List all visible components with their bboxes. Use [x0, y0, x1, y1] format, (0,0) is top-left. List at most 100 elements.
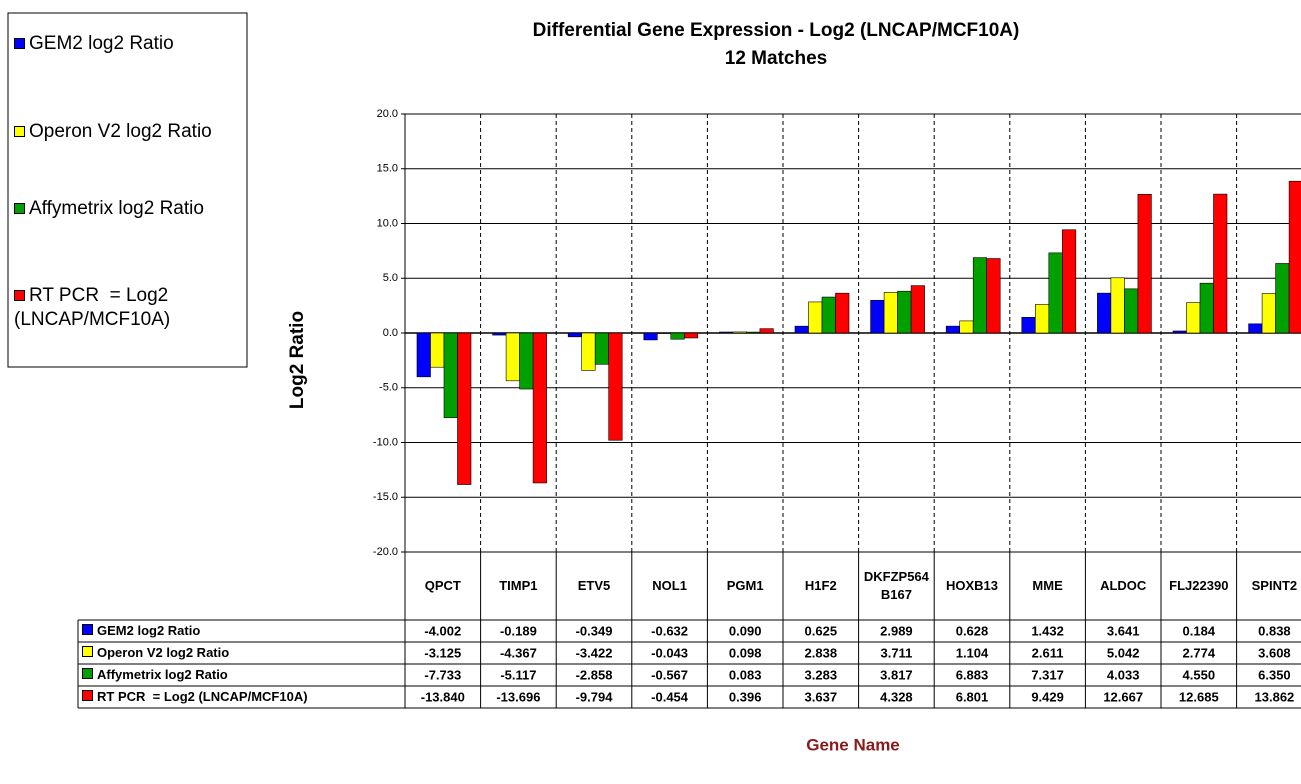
y-tick-label: 5.0 [383, 272, 398, 284]
bar [608, 332, 623, 441]
bar [567, 332, 583, 338]
bar [1248, 323, 1263, 334]
bar [1110, 277, 1125, 334]
bar [732, 331, 747, 334]
y-tick-label: -5.0 [379, 382, 398, 394]
legend-entry: Affymetrix log2 Ratio [14, 197, 239, 221]
bar [719, 331, 734, 334]
legend-entry: Operon V2 log2 Ratio [14, 120, 239, 144]
table-value: 6.801 [956, 689, 989, 704]
legend-swatch [14, 38, 25, 49]
bar [835, 292, 850, 334]
bar [532, 332, 547, 484]
x-tick-label: FLJ22390 [1169, 578, 1229, 593]
bar [670, 332, 685, 340]
table-value: 4.328 [880, 689, 913, 704]
bar [808, 301, 823, 334]
table-value: 3.711 [880, 645, 912, 660]
legend-swatch [82, 646, 93, 657]
bar [1172, 330, 1187, 334]
legend-entry: GEM2 log2 Ratio [14, 32, 239, 56]
y-tick-label: 15.0 [377, 163, 398, 175]
bar [959, 320, 974, 334]
y-tick-label: -15.0 [373, 491, 398, 503]
table-value: 5.042 [1107, 645, 1140, 660]
x-tick-label: TIMP1 [499, 578, 538, 593]
row-name: GEM2 log2 Ratio [97, 623, 201, 638]
table-value: 2.989 [880, 623, 913, 638]
bar [746, 331, 761, 334]
table-value: 0.098 [729, 645, 762, 660]
table-value: 0.083 [729, 667, 762, 682]
bar [1186, 302, 1201, 334]
bar [594, 332, 610, 365]
bar [821, 296, 836, 334]
table-value: -4.367 [500, 645, 537, 660]
bar [1275, 263, 1290, 334]
bar [1261, 293, 1276, 334]
table-value: 0.396 [729, 689, 762, 704]
x-axis-label: Gene Name [806, 735, 900, 754]
table-value: -9.794 [576, 689, 614, 704]
table-value: 13.862 [1255, 689, 1295, 704]
table-value: 0.628 [956, 623, 989, 638]
table-value: -0.043 [651, 645, 688, 660]
row-name: Affymetrix log2 Ratio [97, 667, 228, 682]
bar [1137, 193, 1152, 334]
bar [581, 332, 596, 371]
bar [1021, 317, 1036, 334]
table-value: 6.350 [1258, 667, 1291, 682]
table-value: 6.883 [956, 667, 989, 682]
table-value: -2.858 [576, 667, 613, 682]
bar [430, 332, 445, 368]
bar [1035, 304, 1050, 334]
legend-swatch [14, 203, 25, 214]
table-value: -7.733 [424, 667, 461, 682]
legend-label: Operon V2 log2 Ratio [29, 121, 212, 142]
table-value: -0.349 [576, 623, 613, 638]
bar [1062, 229, 1077, 334]
table-value: 12.685 [1179, 689, 1219, 704]
bar [986, 258, 1001, 334]
table-value: -0.189 [500, 623, 537, 638]
table-value: 0.184 [1183, 623, 1216, 638]
bar [1097, 292, 1112, 334]
table-value: 3.637 [805, 689, 838, 704]
bar [643, 332, 658, 341]
bar [519, 332, 534, 390]
bar [897, 290, 912, 334]
x-tick-label: ALDOC [1100, 578, 1147, 593]
legend-box [7, 12, 248, 368]
bar [1124, 288, 1139, 334]
bar [443, 332, 458, 418]
table-value: 12.667 [1103, 689, 1143, 704]
table-value: -0.632 [651, 623, 688, 638]
y-tick-label: 10.0 [377, 217, 398, 229]
x-tick-label: NOL1 [652, 578, 687, 593]
bar [1288, 180, 1301, 334]
table-row-label: GEM2 log2 Ratio [82, 620, 200, 642]
x-tick-label: PGM1 [726, 578, 764, 593]
bar [1048, 252, 1063, 334]
table-value: 2.774 [1183, 645, 1216, 660]
table-value: 1.104 [956, 645, 989, 660]
table-value: 0.838 [1258, 623, 1291, 638]
row-name: RT PCR = Log2 (LNCAP/MCF10A) [97, 689, 308, 704]
y-tick-label: -20.0 [373, 546, 398, 558]
bar [794, 325, 809, 334]
table-value: 2.838 [805, 645, 838, 660]
table-value: -5.117 [500, 667, 536, 682]
legend-label: RT PCR = Log2 (LNCAP/MCF10A) [14, 285, 174, 330]
bar [910, 285, 925, 334]
bar [505, 332, 520, 382]
table-value: 7.317 [1031, 667, 1064, 682]
x-tick-label: SPINT2 [1251, 578, 1298, 593]
bar [883, 292, 898, 334]
legend-swatch [82, 690, 93, 701]
bar [1199, 282, 1214, 334]
legend-swatch [82, 668, 93, 679]
x-tick-label: H1F2 [804, 578, 837, 593]
x-tick-label: QPCT [424, 578, 461, 593]
